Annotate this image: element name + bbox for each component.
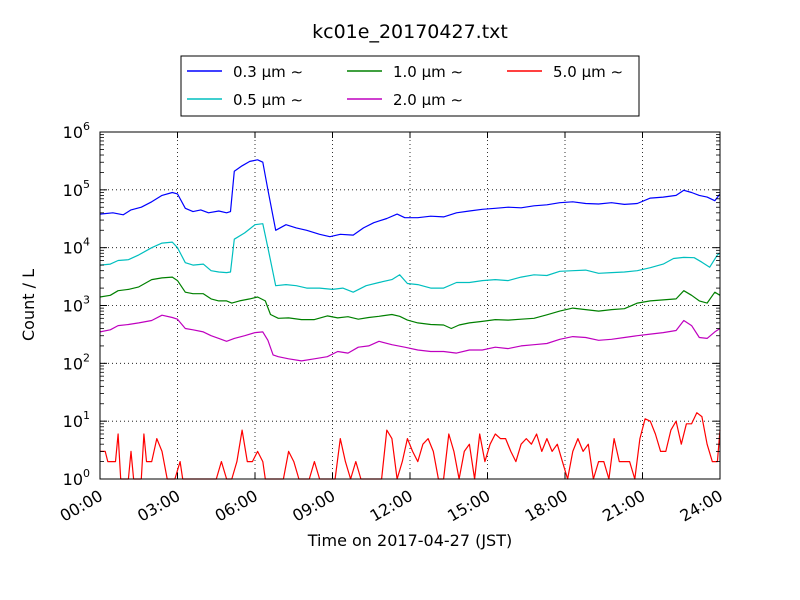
x-tick-label: 12:00	[367, 486, 416, 526]
series-line-2	[99, 276, 721, 330]
x-tick-label: 00:00	[57, 486, 106, 526]
y-tick-label: 101	[63, 409, 90, 431]
y-tick-label: 104	[63, 236, 90, 258]
legend-label: 2.0 μm ∼	[393, 91, 463, 109]
y-axis-label: Count / L	[19, 269, 38, 341]
y-tick-label: 100	[63, 467, 90, 489]
legend-label: 1.0 μm ∼	[393, 63, 463, 81]
legend: 0.3 μm ∼ 0.5 μm ∼ 1.0 μm ∼ 2.0 μm ∼ 5.0 μm ∼	[180, 55, 640, 117]
legend-label: 0.5 μm ∼	[233, 91, 303, 109]
series-line-1	[99, 223, 721, 293]
x-tick-label: 15:00	[444, 486, 493, 526]
axis-ticks	[99, 131, 721, 480]
x-axis-label: Time on 2017-04-27 (JST)	[307, 531, 512, 550]
series-line-3	[99, 314, 721, 362]
y-tick-label: 106	[63, 120, 90, 142]
x-tick-label: 21:00	[599, 486, 648, 526]
x-tick-label: 18:00	[522, 486, 571, 526]
chart-title: kc01e_20170427.txt	[312, 21, 508, 43]
y-tick-labels: 100 101 102 103 104 105 106	[63, 120, 90, 489]
x-tick-label: 03:00	[134, 486, 183, 526]
x-tick-label: 09:00	[289, 486, 338, 526]
legend-frame	[180, 55, 640, 117]
x-tick-label: 06:00	[212, 486, 261, 526]
y-tick-label: 103	[63, 294, 90, 316]
legend-label: 0.3 μm ∼	[233, 63, 303, 81]
grid-lines	[100, 132, 720, 479]
x-tick-label: 24:00	[677, 486, 726, 526]
series-line-0	[99, 159, 721, 238]
y-tick-label: 102	[63, 351, 90, 373]
legend-label: 5.0 μm ∼	[553, 63, 623, 81]
y-tick-label: 105	[63, 178, 90, 200]
x-tick-labels: 00:00 03:00 06:00 09:00 12:00 15:00 18:00 21:00…	[57, 486, 726, 526]
